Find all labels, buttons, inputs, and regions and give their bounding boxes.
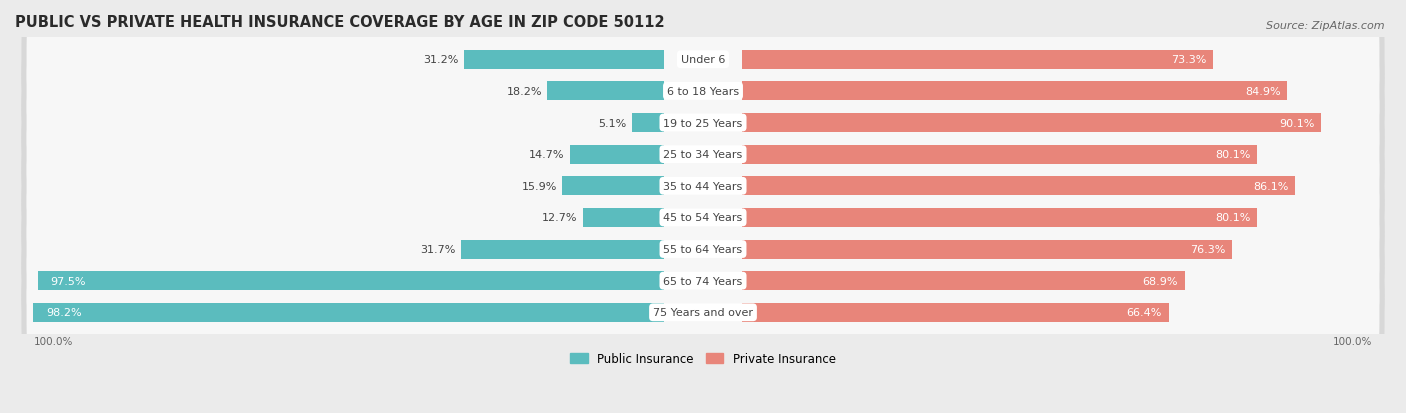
Bar — [741, 240, 1232, 259]
Text: 31.7%: 31.7% — [420, 244, 456, 254]
Text: 12.7%: 12.7% — [543, 213, 578, 223]
Bar — [631, 114, 665, 133]
FancyBboxPatch shape — [27, 74, 1379, 173]
FancyBboxPatch shape — [21, 158, 1385, 278]
Bar — [741, 82, 1288, 101]
Text: 15.9%: 15.9% — [522, 181, 557, 191]
FancyBboxPatch shape — [21, 189, 1385, 310]
Bar — [38, 271, 665, 290]
Text: 6 to 18 Years: 6 to 18 Years — [666, 87, 740, 97]
Bar — [562, 177, 665, 196]
FancyBboxPatch shape — [27, 42, 1379, 142]
FancyBboxPatch shape — [27, 263, 1379, 362]
Text: 75 Years and over: 75 Years and over — [652, 308, 754, 318]
Bar — [741, 271, 1185, 290]
Text: 66.4%: 66.4% — [1126, 308, 1163, 318]
Text: 80.1%: 80.1% — [1215, 213, 1250, 223]
Text: 100.0%: 100.0% — [34, 336, 73, 346]
Bar — [741, 209, 1257, 227]
Bar — [547, 82, 665, 101]
Text: 68.9%: 68.9% — [1143, 276, 1178, 286]
FancyBboxPatch shape — [27, 105, 1379, 204]
Text: 14.7%: 14.7% — [529, 150, 565, 160]
Text: Source: ZipAtlas.com: Source: ZipAtlas.com — [1267, 21, 1385, 31]
Legend: Public Insurance, Private Insurance: Public Insurance, Private Insurance — [565, 348, 841, 370]
Text: 90.1%: 90.1% — [1279, 118, 1315, 128]
FancyBboxPatch shape — [21, 221, 1385, 341]
Bar — [741, 51, 1213, 69]
Text: 31.2%: 31.2% — [423, 55, 458, 65]
Text: 55 to 64 Years: 55 to 64 Years — [664, 244, 742, 254]
FancyBboxPatch shape — [21, 126, 1385, 247]
Text: 76.3%: 76.3% — [1191, 244, 1226, 254]
FancyBboxPatch shape — [27, 168, 1379, 268]
Bar — [32, 303, 665, 322]
Text: 45 to 54 Years: 45 to 54 Years — [664, 213, 742, 223]
Text: Under 6: Under 6 — [681, 55, 725, 65]
Bar — [741, 303, 1168, 322]
Text: 100.0%: 100.0% — [1333, 336, 1372, 346]
Text: 80.1%: 80.1% — [1215, 150, 1250, 160]
Text: 5.1%: 5.1% — [598, 118, 627, 128]
Text: 35 to 44 Years: 35 to 44 Years — [664, 181, 742, 191]
Text: 97.5%: 97.5% — [51, 276, 86, 286]
FancyBboxPatch shape — [21, 252, 1385, 373]
FancyBboxPatch shape — [27, 10, 1379, 110]
FancyBboxPatch shape — [21, 63, 1385, 183]
Text: 25 to 34 Years: 25 to 34 Years — [664, 150, 742, 160]
Bar — [464, 51, 665, 69]
Text: 19 to 25 Years: 19 to 25 Years — [664, 118, 742, 128]
FancyBboxPatch shape — [21, 95, 1385, 215]
Text: 65 to 74 Years: 65 to 74 Years — [664, 276, 742, 286]
Text: 73.3%: 73.3% — [1171, 55, 1206, 65]
Bar — [569, 145, 665, 164]
Bar — [461, 240, 665, 259]
Text: 18.2%: 18.2% — [506, 87, 543, 97]
Bar — [741, 145, 1257, 164]
FancyBboxPatch shape — [21, 31, 1385, 152]
FancyBboxPatch shape — [27, 231, 1379, 331]
Text: 86.1%: 86.1% — [1253, 181, 1289, 191]
Text: 98.2%: 98.2% — [46, 308, 82, 318]
Bar — [741, 177, 1295, 196]
Bar — [741, 114, 1320, 133]
FancyBboxPatch shape — [21, 0, 1385, 120]
Bar — [582, 209, 665, 227]
FancyBboxPatch shape — [27, 199, 1379, 299]
Text: 84.9%: 84.9% — [1246, 87, 1281, 97]
FancyBboxPatch shape — [27, 136, 1379, 236]
Text: PUBLIC VS PRIVATE HEALTH INSURANCE COVERAGE BY AGE IN ZIP CODE 50112: PUBLIC VS PRIVATE HEALTH INSURANCE COVER… — [15, 15, 665, 30]
